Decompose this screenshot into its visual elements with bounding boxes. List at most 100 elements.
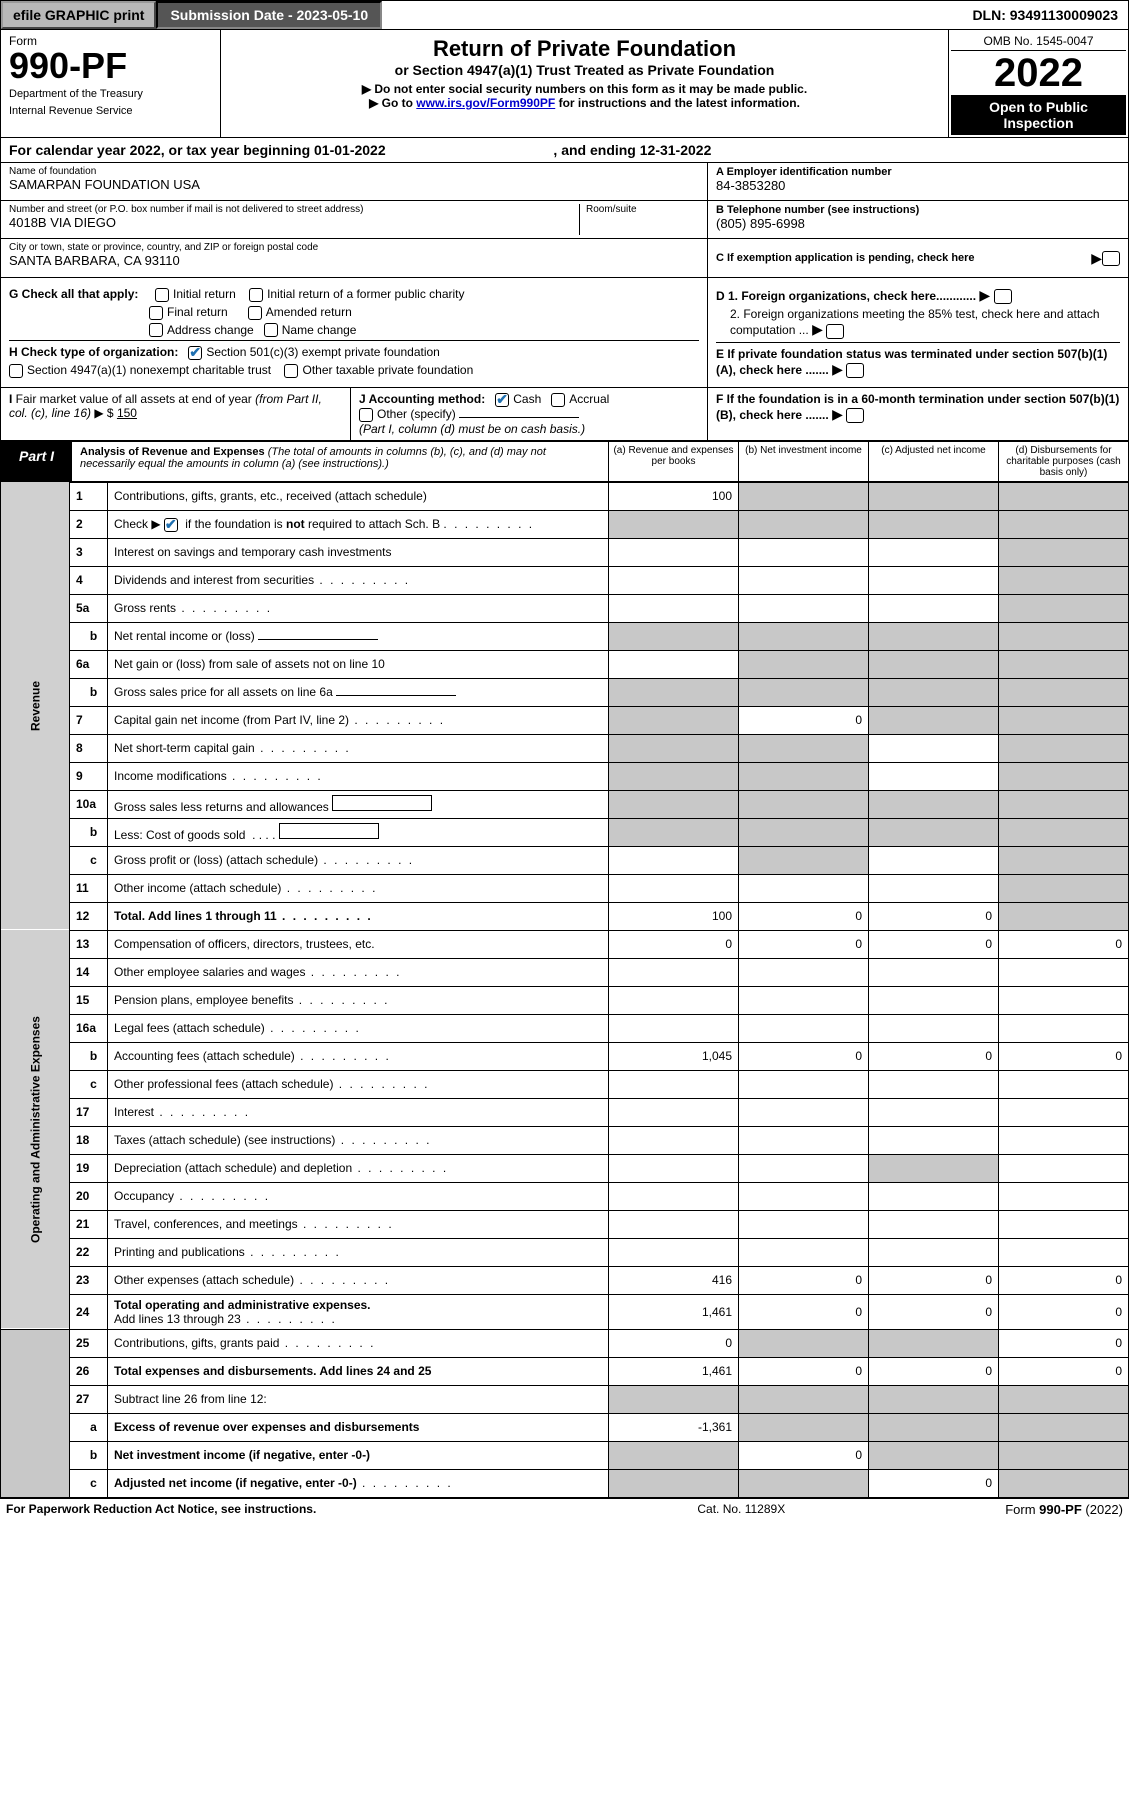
final-return-check[interactable] xyxy=(149,306,163,320)
table-row: 16aLegal fees (attach schedule) xyxy=(1,1014,1129,1042)
f-checkbox[interactable] xyxy=(846,408,864,423)
table-row: 7Capital gain net income (from Part IV, … xyxy=(1,706,1129,734)
table-row: 23Other expenses (attach schedule)416000 xyxy=(1,1266,1129,1294)
form-subtitle: or Section 4947(a)(1) Trust Treated as P… xyxy=(233,62,936,78)
part1-label: Part I xyxy=(1,442,72,481)
name-change-check[interactable] xyxy=(264,323,278,337)
revenue-side-label: Revenue xyxy=(1,482,70,930)
table-row: 19Depreciation (attach schedule) and dep… xyxy=(1,1154,1129,1182)
part1-header: Part I Analysis of Revenue and Expenses … xyxy=(0,441,1129,482)
ein-label: A Employer identification number xyxy=(716,166,1120,178)
j-note: (Part I, column (d) must be on cash basi… xyxy=(359,422,585,436)
4947a1-check[interactable] xyxy=(9,364,23,378)
col-c-header: (c) Adjusted net income xyxy=(868,442,998,481)
form-header: Form 990-PF Department of the Treasury I… xyxy=(0,30,1129,138)
initial-return-check[interactable] xyxy=(155,288,169,302)
d2-label: 2. Foreign organizations meeting the 85%… xyxy=(730,307,1100,337)
table-row: bNet rental income or (loss) xyxy=(1,622,1129,650)
city-value: SANTA BARBARA, CA 93110 xyxy=(9,253,699,268)
col-a-header: (a) Revenue and expenses per books xyxy=(608,442,738,481)
table-row: cGross profit or (loss) (attach schedule… xyxy=(1,846,1129,874)
tax-year: 2022 xyxy=(951,51,1126,95)
instructions-link[interactable]: www.irs.gov/Form990PF xyxy=(416,96,555,110)
table-row: 12Total. Add lines 1 through 1110000 xyxy=(1,902,1129,930)
table-row: 2Check ▶ if the foundation is not requir… xyxy=(1,510,1129,538)
identity-block: Name of foundation SAMARPAN FOUNDATION U… xyxy=(0,163,1129,278)
table-row: 14Other employee salaries and wages xyxy=(1,958,1129,986)
omb-number: OMB No. 1545-0047 xyxy=(951,32,1126,51)
col-d-header: (d) Disbursements for charitable purpose… xyxy=(998,442,1128,481)
table-row: 8Net short-term capital gain xyxy=(1,734,1129,762)
j-label: J Accounting method: xyxy=(359,392,485,406)
phone-value: (805) 895-6998 xyxy=(716,216,1120,231)
table-row: bGross sales price for all assets on lin… xyxy=(1,678,1129,706)
table-row: 4Dividends and interest from securities xyxy=(1,566,1129,594)
e-checkbox[interactable] xyxy=(846,363,864,378)
cat-number: Cat. No. 11289X xyxy=(697,1502,785,1517)
table-row: Operating and Administrative Expenses 13… xyxy=(1,930,1129,958)
table-row: 27Subtract line 26 from line 12: xyxy=(1,1385,1129,1413)
address-label: Number and street (or P.O. box number if… xyxy=(9,204,579,215)
table-row: 11Other income (attach schedule) xyxy=(1,874,1129,902)
initial-former-check[interactable] xyxy=(249,288,263,302)
address-value: 4018B VIA DIEGO xyxy=(9,215,579,230)
table-row: 22Printing and publications xyxy=(1,1238,1129,1266)
form-title: Return of Private Foundation xyxy=(233,36,936,62)
table-row: bNet investment income (if negative, ent… xyxy=(1,1441,1129,1469)
table-row: 10aGross sales less returns and allowanc… xyxy=(1,790,1129,818)
501c3-check[interactable] xyxy=(188,346,202,360)
form-footer-label: Form 990-PF (2022) xyxy=(1005,1502,1123,1517)
d1-label: D 1. Foreign organizations, check here..… xyxy=(716,289,976,303)
col-b-header: (b) Net investment income xyxy=(738,442,868,481)
goto-notice: ▶ Go to www.irs.gov/Form990PF for instru… xyxy=(233,96,936,110)
d2-checkbox[interactable] xyxy=(826,324,844,339)
address-change-check[interactable] xyxy=(149,323,163,337)
cash-check[interactable] xyxy=(495,393,509,407)
table-row: 24Total operating and administrative exp… xyxy=(1,1294,1129,1329)
table-row: 6aNet gain or (loss) from sale of assets… xyxy=(1,650,1129,678)
top-bar: efile GRAPHIC print Submission Date - 20… xyxy=(0,0,1129,30)
ijf-block: I Fair market value of all assets at end… xyxy=(0,388,1129,441)
foundation-name: SAMARPAN FOUNDATION USA xyxy=(9,177,699,192)
paperwork-notice: For Paperwork Reduction Act Notice, see … xyxy=(6,1502,697,1517)
phone-label: B Telephone number (see instructions) xyxy=(716,204,1120,216)
amended-return-check[interactable] xyxy=(248,306,262,320)
room-label: Room/suite xyxy=(586,204,699,215)
ein-value: 84-3853280 xyxy=(716,178,1120,193)
form-number: 990-PF xyxy=(9,48,212,84)
fmv-value: 150 xyxy=(117,406,137,420)
table-row: bAccounting fees (attach schedule)1,0450… xyxy=(1,1042,1129,1070)
page-footer: For Paperwork Reduction Act Notice, see … xyxy=(0,1498,1129,1520)
table-row: Revenue 1Contributions, gifts, grants, e… xyxy=(1,482,1129,510)
table-row: 20Occupancy xyxy=(1,1182,1129,1210)
checks-section: G Check all that apply: Initial return I… xyxy=(0,278,1129,388)
efile-button[interactable]: efile GRAPHIC print xyxy=(1,1,156,29)
table-row: 9Income modifications xyxy=(1,762,1129,790)
public-inspection: Open to Public Inspection xyxy=(951,95,1126,135)
revenue-expense-table: Revenue 1Contributions, gifts, grants, e… xyxy=(0,482,1129,1498)
table-row: cAdjusted net income (if negative, enter… xyxy=(1,1469,1129,1497)
table-row: aExcess of revenue over expenses and dis… xyxy=(1,1413,1129,1441)
other-method-check[interactable] xyxy=(359,408,373,422)
table-row: 25Contributions, gifts, grants paid00 xyxy=(1,1329,1129,1357)
g-label: G Check all that apply: xyxy=(9,287,138,301)
table-row: 15Pension plans, employee benefits xyxy=(1,986,1129,1014)
table-row: 5aGross rents xyxy=(1,594,1129,622)
other-taxable-check[interactable] xyxy=(284,364,298,378)
table-row: 3Interest on savings and temporary cash … xyxy=(1,538,1129,566)
accrual-check[interactable] xyxy=(551,393,565,407)
part1-title: Analysis of Revenue and Expenses xyxy=(80,446,265,458)
exemption-pending-label: C If exemption application is pending, c… xyxy=(716,252,1091,264)
schb-check[interactable] xyxy=(164,518,178,532)
irs-label: Internal Revenue Service xyxy=(9,105,212,118)
f-label: F If the foundation is in a 60-month ter… xyxy=(716,392,1119,422)
table-row: 26Total expenses and disbursements. Add … xyxy=(1,1357,1129,1385)
foundation-name-label: Name of foundation xyxy=(9,166,699,177)
exemption-checkbox[interactable] xyxy=(1102,251,1120,266)
city-label: City or town, state or province, country… xyxy=(9,242,699,253)
e-label: E If private foundation status was termi… xyxy=(716,347,1107,377)
i-label: I Fair market value of all assets at end… xyxy=(9,392,322,420)
expenses-side-label: Operating and Administrative Expenses xyxy=(1,930,70,1329)
table-row: 17Interest xyxy=(1,1098,1129,1126)
d1-checkbox[interactable] xyxy=(994,289,1012,304)
